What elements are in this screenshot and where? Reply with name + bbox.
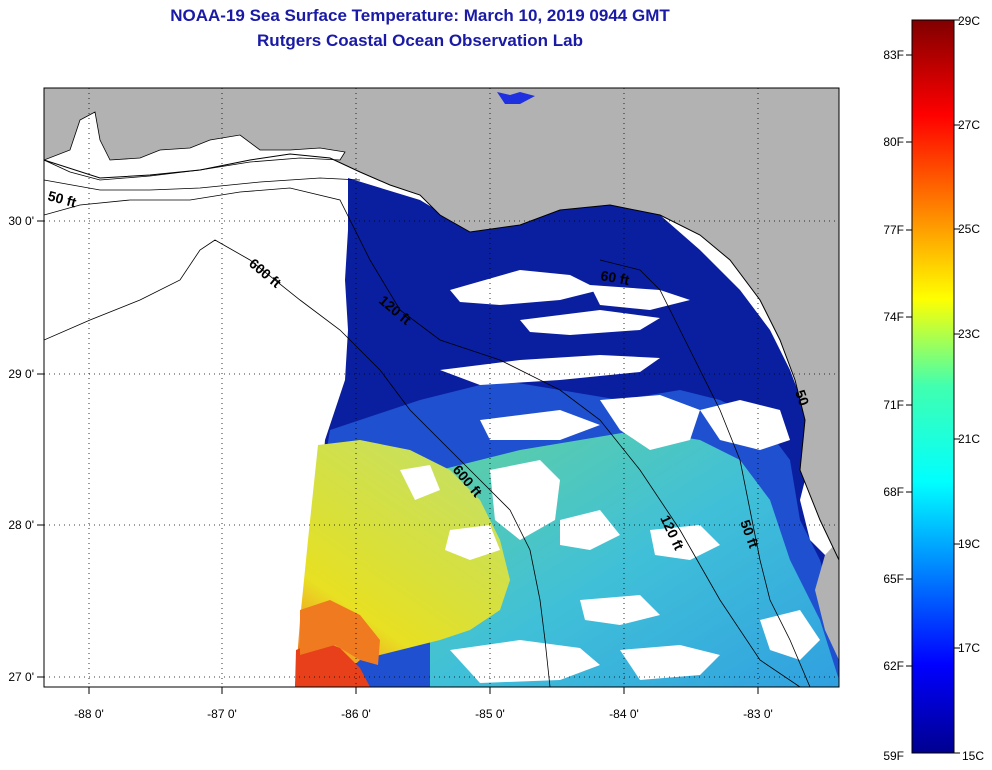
contour-50ft-north <box>44 177 361 191</box>
land-east <box>815 540 839 660</box>
lat-tick-label: 30 0' <box>8 214 34 228</box>
map-frame <box>43 87 840 688</box>
colorbar-f-label: 80F <box>883 135 904 149</box>
sst-swath-hot <box>295 640 370 687</box>
colorbar-f-label: 71F <box>883 398 904 412</box>
sst-swath-hot-edge <box>300 600 380 665</box>
lon-tick-label: -85 0' <box>475 707 505 721</box>
colorbar-c-label: 17C <box>958 641 980 655</box>
lake <box>497 92 535 104</box>
title-line-2: Rutgers Coastal Ocean Observation Lab <box>257 31 583 50</box>
contour-label: 60 ft <box>599 267 630 288</box>
colorbar-c-ticks <box>954 19 960 754</box>
colorbar-f-label: 62F <box>883 659 904 673</box>
colorbar-f-ticks <box>906 54 912 667</box>
colorbar-f-label: 65F <box>883 572 904 586</box>
lon-tick-label: -84 0' <box>609 707 639 721</box>
colorbar-f-label: 59F <box>883 749 904 763</box>
contour-600ft <box>44 239 551 687</box>
lat-tick-label: 27 0' <box>8 670 34 684</box>
lon-tick-label: -88 0' <box>74 707 104 721</box>
lon-tick-label: -83 0' <box>743 707 773 721</box>
lat-tick-label: 29 0' <box>8 367 34 381</box>
title-line-1: NOAA-19 Sea Surface Temperature: March 1… <box>170 6 670 25</box>
lat-tick-label: 28 0' <box>8 518 34 532</box>
colorbar-gradient <box>911 19 955 754</box>
contour-label: 50 ft <box>46 187 78 210</box>
cloud-patches <box>400 270 820 683</box>
land-north <box>44 88 839 560</box>
colorbar-f-label: 77F <box>883 223 904 237</box>
colorbar-f-label: 68F <box>883 485 904 499</box>
colorbar-c-label: 21C <box>958 432 980 446</box>
contour-50ft-east <box>599 259 811 687</box>
colorbar-c-label: 19C <box>958 537 980 551</box>
colorbar-c-label: 25C <box>958 222 980 236</box>
colorbar-c-label: 27C <box>958 118 980 132</box>
colorbar-f-label: 74F <box>883 310 904 324</box>
colorbar-c-label: 15C <box>962 749 984 763</box>
contour-120ft <box>44 187 801 687</box>
contour-label: 50 <box>792 388 812 408</box>
colorbar-f-label: 83F <box>883 48 904 62</box>
lon-tick-label: -87 0' <box>207 707 237 721</box>
lon-tick-label: -86 0' <box>341 707 371 721</box>
map-ticks <box>37 220 759 694</box>
coastline <box>44 153 839 561</box>
colorbar-c-label: 29C <box>958 14 980 28</box>
colorbar-c-label: 23C <box>958 327 980 341</box>
